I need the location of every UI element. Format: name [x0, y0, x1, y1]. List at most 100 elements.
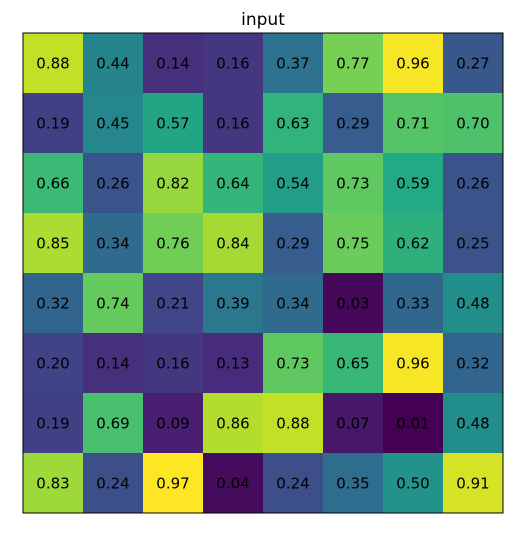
cell-label: 0.88: [36, 55, 69, 73]
cell-label: 0.82: [156, 175, 189, 193]
heatmap-cell: [83, 213, 144, 274]
heatmap-cell: [143, 213, 204, 274]
heatmap-cell: [443, 393, 504, 454]
cell-label: 0.85: [36, 235, 69, 253]
cell-label: 0.20: [36, 355, 69, 373]
heatmap-cell: [443, 213, 504, 274]
heatmap-cell: [323, 273, 384, 334]
cell-label: 0.66: [36, 175, 69, 193]
heatmap-cell: [83, 33, 144, 94]
heatmap-cell: [203, 93, 264, 154]
cell-label: 0.26: [96, 175, 129, 193]
cell-label: 0.88: [276, 415, 309, 433]
cell-label: 0.34: [276, 295, 309, 313]
cell-label: 0.54: [276, 175, 309, 193]
cell-label: 0.73: [336, 175, 369, 193]
cell-label: 0.16: [156, 355, 189, 373]
heatmap-cell: [323, 33, 384, 94]
heatmap-cell: [443, 453, 504, 514]
cell-label: 0.14: [96, 355, 129, 373]
cell-label: 0.34: [96, 235, 129, 253]
heatmap-cell: [203, 273, 264, 334]
cell-label: 0.75: [336, 235, 369, 253]
heatmap-cell: [263, 393, 324, 454]
cell-label: 0.74: [96, 295, 129, 313]
heatmap-cell: [383, 333, 444, 394]
cell-label: 0.26: [456, 175, 489, 193]
cell-label: 0.01: [396, 415, 429, 433]
cell-label: 0.33: [396, 295, 429, 313]
cell-label: 0.96: [396, 355, 429, 373]
heatmap-cell: [443, 333, 504, 394]
cell-label: 0.77: [336, 55, 369, 73]
heatmap-cell: [323, 453, 384, 514]
heatmap-cell: [383, 393, 444, 454]
cell-label: 0.48: [456, 415, 489, 433]
heatmap-cell: [23, 213, 84, 274]
heatmap-cell: [323, 393, 384, 454]
cell-label: 0.83: [36, 475, 69, 493]
cell-label: 0.32: [456, 355, 489, 373]
heatmap-cell: [383, 33, 444, 94]
cell-label: 0.35: [336, 475, 369, 493]
heatmap-cell: [143, 273, 204, 334]
heatmap-cell: [383, 273, 444, 334]
chart-title: input: [241, 10, 285, 30]
cell-label: 0.44: [96, 55, 129, 73]
plot-frame: [22, 32, 504, 514]
cell-label: 0.07: [336, 415, 369, 433]
heatmap-cell: [263, 273, 324, 334]
heatmap-cell: [23, 453, 84, 514]
heatmap-cell: [23, 153, 84, 214]
heatmap-cell: [323, 153, 384, 214]
cell-label: 0.63: [276, 115, 309, 133]
heatmap-cell: [143, 453, 204, 514]
cell-label: 0.86: [216, 415, 249, 433]
heatmap-cell: [263, 93, 324, 154]
heatmap-cell: [203, 153, 264, 214]
cell-label: 0.37: [276, 55, 309, 73]
heatmap-cell: [203, 33, 264, 94]
heatmap-cell: [263, 213, 324, 274]
heatmap-cell: [323, 213, 384, 274]
heatmap-cell: [443, 153, 504, 214]
cell-label: 0.14: [156, 55, 189, 73]
cell-label: 0.19: [36, 115, 69, 133]
cell-label: 0.09: [156, 415, 189, 433]
heatmap-cell: [83, 333, 144, 394]
heatmap-cell: [443, 93, 504, 154]
heatmap-cell: [203, 393, 264, 454]
heatmap-cell: [203, 453, 264, 514]
heatmap-cell: [323, 333, 384, 394]
heatmap-cell: [83, 453, 144, 514]
heatmap-cell: [323, 93, 384, 154]
cell-label: 0.13: [216, 355, 249, 373]
heatmap-cell: [383, 213, 444, 274]
cell-label: 0.97: [156, 475, 189, 493]
cell-label: 0.96: [396, 55, 429, 73]
cell-label: 0.04: [216, 475, 249, 493]
cell-label: 0.91: [456, 475, 489, 493]
heatmap-cell: [83, 273, 144, 334]
cell-label: 0.32: [36, 295, 69, 313]
heatmap-cell: [383, 153, 444, 214]
heatmap-cell: [383, 453, 444, 514]
cell-label: 0.62: [396, 235, 429, 253]
heatmap-cell: [203, 213, 264, 274]
heatmap-cell: [83, 393, 144, 454]
cell-label: 0.29: [336, 115, 369, 133]
heatmap-cell: [263, 333, 324, 394]
heatmap-cell: [23, 273, 84, 334]
cell-label: 0.50: [396, 475, 429, 493]
cell-label: 0.27: [456, 55, 489, 73]
heatmap-cell: [23, 393, 84, 454]
cell-label: 0.19: [36, 415, 69, 433]
heatmap-cell: [143, 153, 204, 214]
heatmap-cell: [83, 153, 144, 214]
cell-label: 0.64: [216, 175, 249, 193]
cell-label: 0.71: [396, 115, 429, 133]
heatmap-cell: [143, 393, 204, 454]
cell-label: 0.03: [336, 295, 369, 313]
heatmap-cell: [443, 33, 504, 94]
